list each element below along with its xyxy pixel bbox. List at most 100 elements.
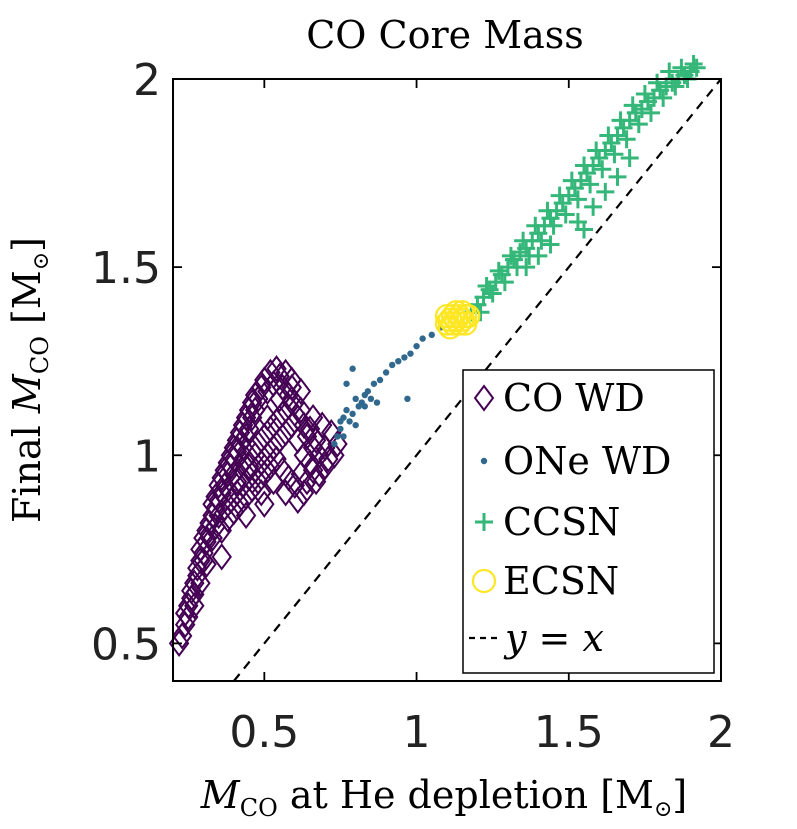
data-point — [331, 440, 338, 448]
data-point — [666, 77, 685, 96]
data-point — [272, 400, 293, 428]
data-point — [620, 149, 639, 168]
data-point — [550, 186, 569, 205]
data-point — [244, 441, 266, 469]
data-point — [568, 190, 587, 209]
data-point — [241, 388, 263, 417]
data-point — [184, 580, 205, 609]
ticks-layer: 0.5 1 1.5 2 0.5 1 1.5 2 — [91, 55, 735, 758]
data-point — [367, 395, 375, 403]
data-point — [556, 205, 575, 224]
data-point — [404, 395, 411, 403]
data-point — [611, 111, 630, 130]
data-point — [275, 479, 296, 507]
data-point — [337, 425, 344, 433]
legend-dot-swatch — [480, 457, 488, 465]
data-point — [407, 350, 414, 357]
data-point — [190, 569, 211, 597]
data-point — [541, 235, 560, 254]
data-point — [257, 403, 278, 432]
x-label-end: ] — [672, 773, 687, 817]
legend-circle-swatch — [471, 568, 497, 594]
data-point — [495, 273, 514, 292]
data-point — [489, 261, 508, 280]
data-point — [373, 399, 381, 406]
x-tick-label: 1 — [403, 707, 431, 758]
y-axis-label: Final MCO [M⊙] — [5, 237, 54, 523]
data-point — [302, 456, 324, 484]
data-point — [211, 543, 232, 571]
data-point — [538, 201, 557, 220]
data-point — [211, 479, 232, 507]
data-point — [305, 467, 327, 496]
data-point — [684, 54, 703, 73]
data-point — [247, 467, 269, 496]
data-point — [413, 342, 420, 350]
data-point — [343, 380, 350, 387]
data-point — [205, 513, 226, 541]
data-point — [226, 467, 248, 496]
data-point — [287, 486, 309, 515]
data-point — [587, 141, 606, 160]
data-point — [247, 430, 269, 458]
data-point — [608, 167, 627, 186]
data-point — [395, 357, 402, 365]
data-point — [581, 175, 600, 194]
data-point — [337, 418, 344, 425]
data-point — [346, 418, 353, 425]
data-point — [349, 365, 356, 372]
data-point — [217, 475, 239, 503]
data-point — [238, 452, 260, 481]
y-tick-label: 1.5 — [91, 243, 161, 294]
data-point — [211, 516, 232, 545]
data-point — [269, 385, 290, 413]
y-label-sub: CO — [26, 336, 54, 374]
data-point — [251, 479, 272, 507]
data-point — [251, 373, 272, 402]
data-point — [174, 610, 196, 639]
data-point — [450, 300, 475, 325]
data-point — [302, 403, 324, 432]
data-point — [456, 303, 481, 329]
data-point — [293, 479, 315, 507]
data-point — [290, 396, 312, 424]
data-point — [687, 58, 706, 77]
y-label-end: ] — [5, 237, 49, 252]
data-point — [501, 246, 520, 265]
x-tick-label: 1.5 — [534, 707, 604, 758]
x-tick-label: 2 — [707, 707, 735, 758]
data-point — [672, 58, 691, 77]
data-point — [241, 403, 263, 432]
sun-symbol-y: ⊙ — [29, 252, 54, 270]
y-tick-label: 1 — [133, 431, 161, 482]
x-label-rest: at He depletion [M — [278, 773, 654, 817]
x-axis-label: MCO at He depletion [M⊙] — [200, 773, 687, 822]
data-point — [229, 452, 251, 481]
y-label-var: M — [5, 373, 49, 414]
data-point — [254, 490, 275, 518]
data-point — [635, 85, 654, 104]
legend-label: ONe WD — [503, 439, 672, 483]
legend: CO WD ONe WD CCSN ECSN y = x — [462, 369, 715, 674]
legend-label: y = x — [503, 616, 604, 660]
data-point — [177, 592, 199, 620]
data-point — [654, 88, 673, 107]
data-point — [648, 73, 667, 92]
series-ecsn — [434, 300, 481, 340]
data-point — [617, 130, 636, 149]
data-point — [593, 160, 612, 179]
data-point — [314, 452, 336, 481]
data-point — [349, 410, 356, 418]
data-point — [318, 445, 339, 473]
data-point — [364, 388, 372, 395]
data-point — [235, 445, 257, 473]
data-point — [629, 115, 648, 134]
data-point — [361, 403, 368, 410]
data-point — [284, 471, 306, 500]
data-point — [278, 392, 299, 421]
y-label-pre: Final — [5, 413, 49, 523]
data-point — [389, 361, 396, 369]
data-point — [290, 377, 312, 405]
data-point — [352, 395, 359, 403]
